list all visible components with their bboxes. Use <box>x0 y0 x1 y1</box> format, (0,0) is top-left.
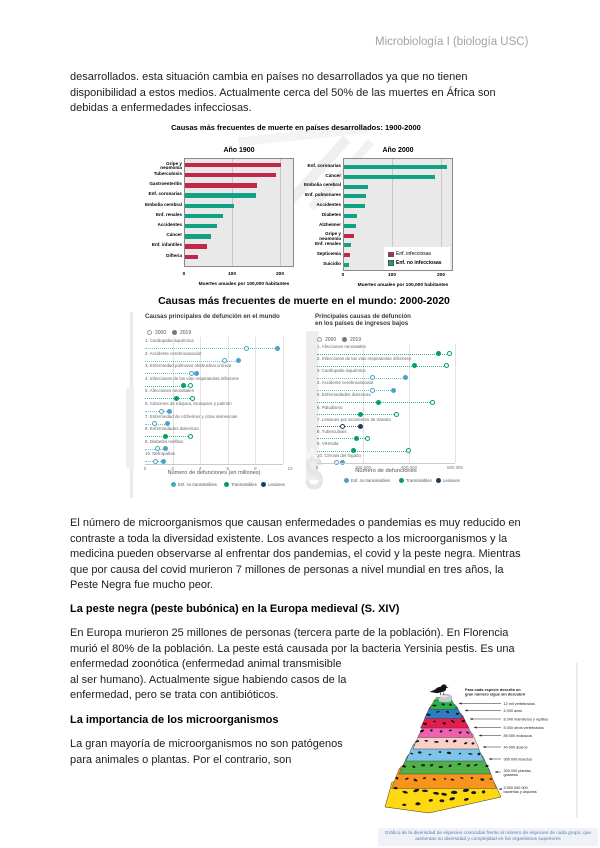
svg-text:gusanos: gusanos <box>504 773 518 777</box>
svg-text:gran número sigue sin descubri: gran número sigue sin descubrir <box>465 692 526 697</box>
svg-text:85 000 moluscos: 85 000 moluscos <box>504 734 533 738</box>
svg-text:3 500 000 000: 3 500 000 000 <box>504 786 528 790</box>
svg-text:Para cada especie descrita un: Para cada especie descrita un <box>465 687 521 692</box>
svg-text:W: W <box>305 446 321 463</box>
svg-text:bacterias y arqueas: bacterias y arqueas <box>504 790 537 794</box>
svg-text:12 mil vertebrados: 12 mil vertebrados <box>504 702 535 706</box>
svg-text:300 000 plantas,: 300 000 plantas, <box>504 769 532 773</box>
svg-text:950 000 insectos: 950 000 insectos <box>504 757 533 761</box>
svg-text:S: S <box>304 447 324 499</box>
svg-text:4 000 aves: 4 000 aves <box>504 709 523 713</box>
svg-text:8 240 mamíferos y reptiles: 8 240 mamíferos y reptiles <box>504 717 549 721</box>
svg-text:40 000 ácaros: 40 000 ácaros <box>504 745 528 749</box>
svg-text:5 000 otros vertebrados: 5 000 otros vertebrados <box>504 726 544 730</box>
